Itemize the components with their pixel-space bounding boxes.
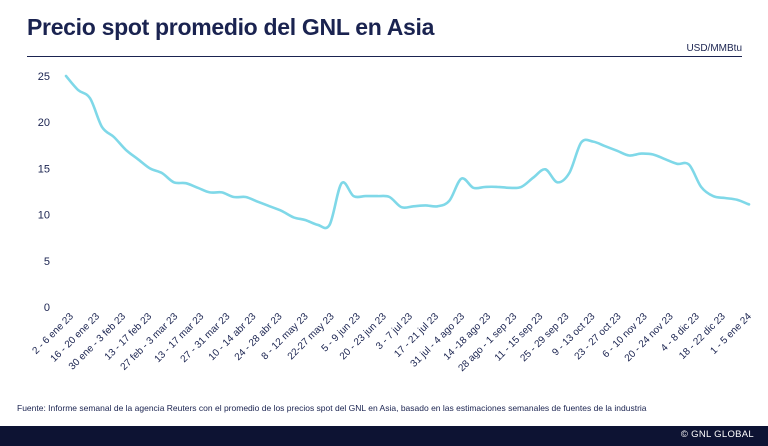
series-group [64, 74, 751, 230]
y-axis: 0 5 10 15 20 25 [38, 71, 50, 314]
source-note: Fuente: Informe semanal de la agencia Re… [17, 403, 647, 413]
y-tick-label: 25 [38, 71, 50, 83]
footer-bar: © GNL GLOBAL [0, 426, 768, 446]
chart-title: Precio spot promedio del GNL en Asia [27, 14, 435, 40]
y-tick-label: 15 [38, 163, 50, 175]
y-tick-label: 5 [44, 256, 50, 268]
y-tick-label: 20 [38, 117, 50, 129]
series-line [64, 74, 751, 230]
y-tick-label: 0 [44, 302, 50, 314]
unit-label: USD/MMBtu [686, 43, 742, 54]
y-tick-label: 10 [38, 210, 50, 222]
brand-label: © GNL GLOBAL [680, 429, 754, 440]
title-divider [27, 56, 742, 57]
